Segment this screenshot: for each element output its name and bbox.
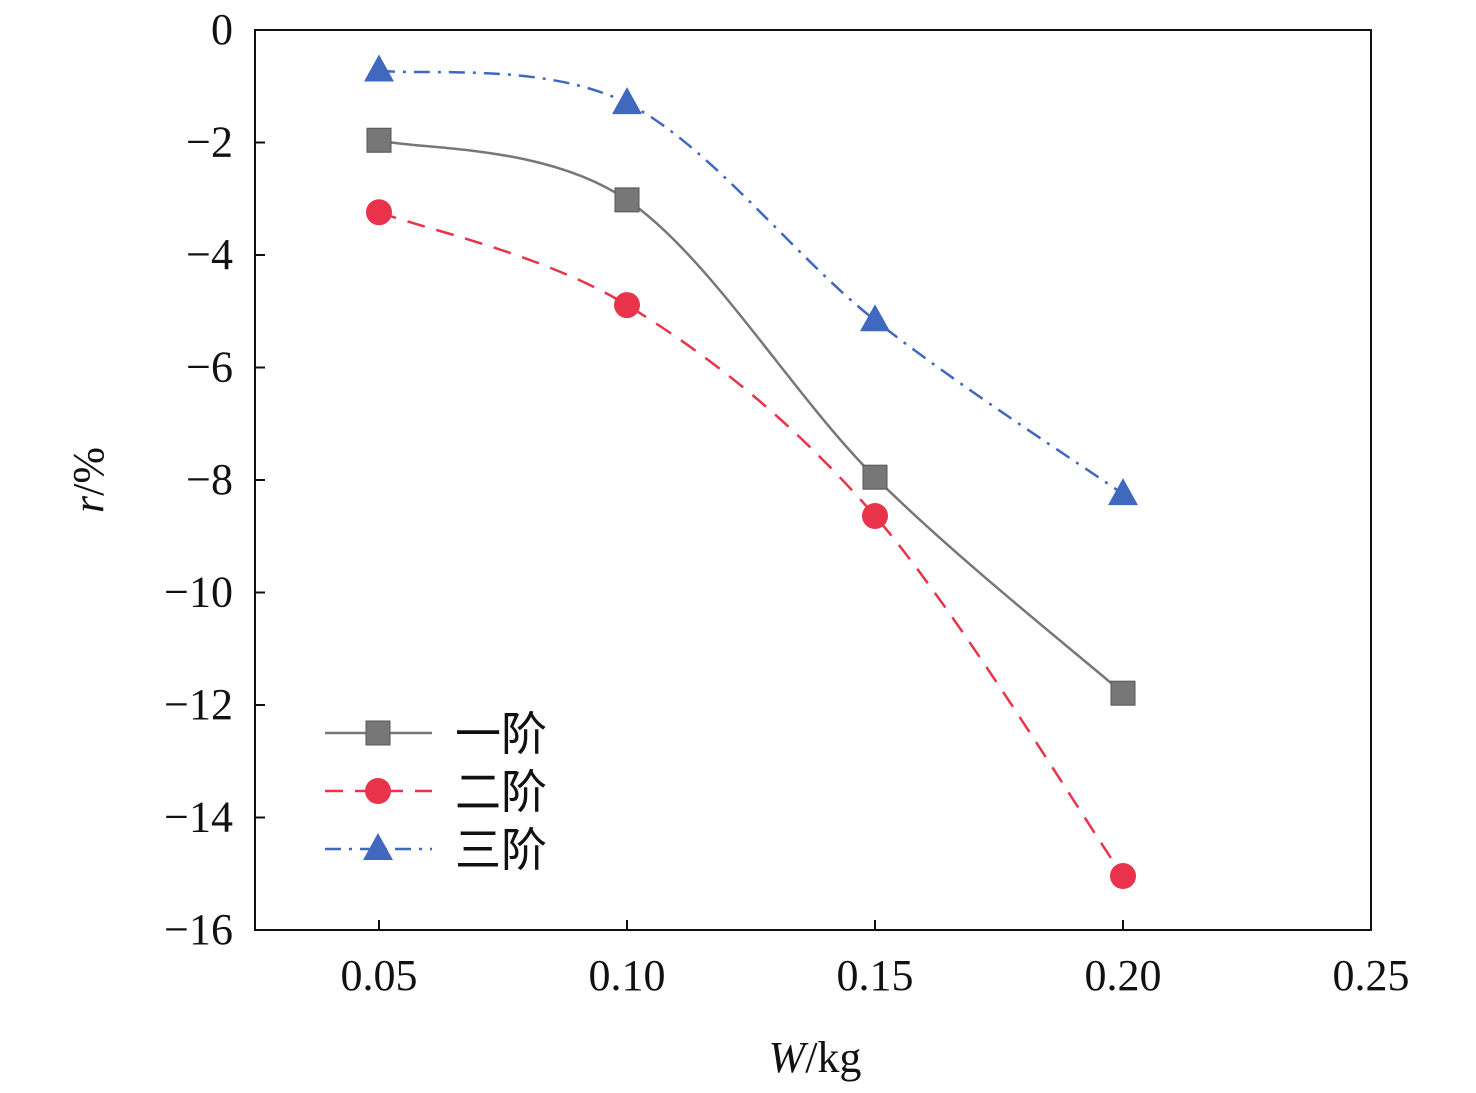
y-tick-label: 0	[211, 5, 233, 54]
x-axis-label: W/kg	[769, 1033, 862, 1082]
legend-label: 一阶	[455, 709, 547, 760]
y-tick-label: −2	[186, 118, 233, 167]
x-tick-label: 0.10	[589, 951, 666, 1000]
y-tick-label: −14	[164, 793, 233, 842]
y-tick-label: −16	[164, 905, 233, 954]
y-tick-label: −10	[164, 568, 233, 617]
square-marker	[614, 187, 640, 213]
legend-item: 一阶	[325, 709, 547, 760]
triangle-marker	[1108, 478, 1138, 506]
triangle-marker	[860, 304, 890, 332]
series-line	[378, 139, 1124, 695]
series-3	[364, 54, 1138, 506]
plot-frame	[254, 29, 1372, 931]
circle-marker	[862, 503, 888, 529]
y-tick-label: −12	[164, 680, 233, 729]
triangle-marker	[612, 87, 642, 115]
y-axis-label: r/%	[64, 447, 113, 513]
y-tick-label: −8	[186, 455, 233, 504]
legend-item: 二阶	[325, 767, 547, 818]
square-marker	[365, 720, 391, 746]
square-marker	[862, 464, 888, 490]
x-tick-label: 0.15	[837, 951, 914, 1000]
circle-marker	[365, 778, 391, 804]
circle-marker	[366, 199, 392, 226]
x-tick-label: 0.20	[1085, 951, 1162, 1000]
legend-item: 三阶	[325, 825, 547, 876]
square-marker	[1110, 680, 1136, 706]
triangle-marker	[364, 54, 394, 82]
circle-marker	[1110, 863, 1136, 889]
y-tick-label: −4	[186, 230, 233, 279]
y-tick-label: −6	[186, 343, 233, 392]
x-tick-label: 0.25	[1333, 951, 1410, 1000]
square-marker	[366, 127, 392, 153]
x-tick-label: 0.05	[341, 951, 418, 1000]
circle-marker	[614, 292, 640, 319]
series-line	[378, 211, 1125, 877]
legend-label: 三阶	[455, 825, 547, 876]
legend-label: 二阶	[455, 767, 547, 818]
series-2	[366, 199, 1136, 889]
series-1	[366, 127, 1136, 706]
triangle-marker	[363, 833, 393, 860]
series-line	[378, 69, 1124, 496]
